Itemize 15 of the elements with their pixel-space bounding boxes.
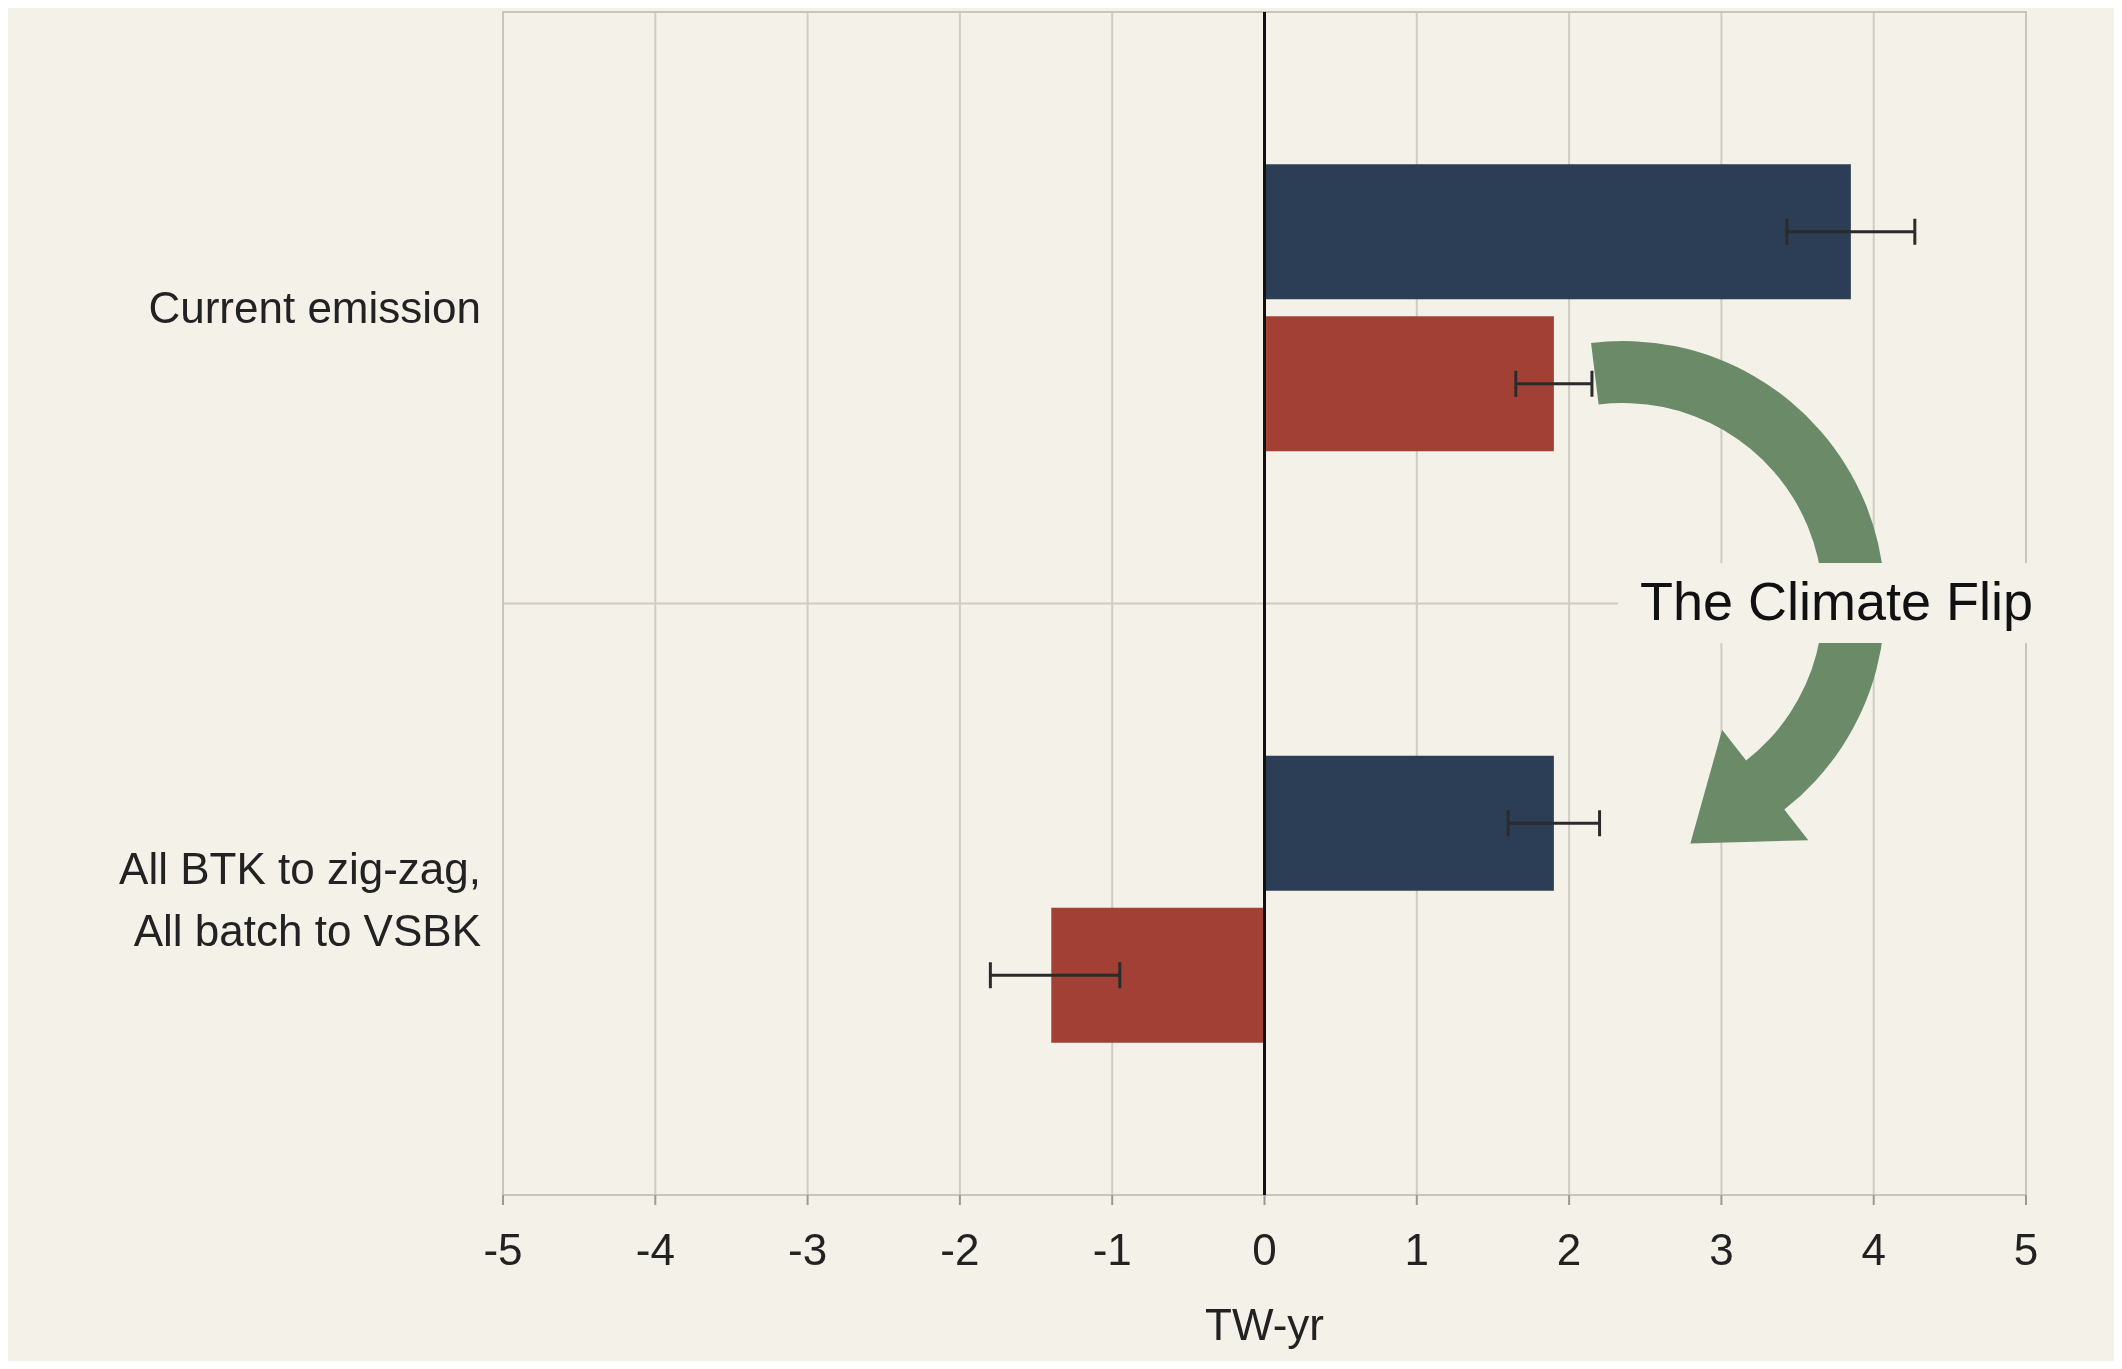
x-tick-label: 5 <box>2013 1225 2039 1274</box>
x-tick-label: -2 <box>940 1225 980 1274</box>
x-tick-label: 2 <box>1556 1225 1582 1274</box>
x-tick-label: -1 <box>1092 1225 1132 1274</box>
x-axis-title: TW-yr <box>1205 1300 1324 1349</box>
x-tick-label: -5 <box>483 1225 523 1274</box>
x-tick-label: -4 <box>635 1225 675 1274</box>
y-tick-label: Current emission <box>148 282 481 332</box>
annotation: The Climate Flip <box>1640 571 2034 631</box>
x-tick-label: 3 <box>1709 1225 1734 1274</box>
x-tick-label: 4 <box>1861 1225 1886 1274</box>
x-tick-label: 1 <box>1404 1225 1430 1274</box>
x-tick-label: -3 <box>788 1225 828 1274</box>
x-tick-label: 0 <box>1252 1225 1277 1274</box>
y-tick-label: All BTK to zig-zag, All batch to VSBK <box>119 844 481 956</box>
